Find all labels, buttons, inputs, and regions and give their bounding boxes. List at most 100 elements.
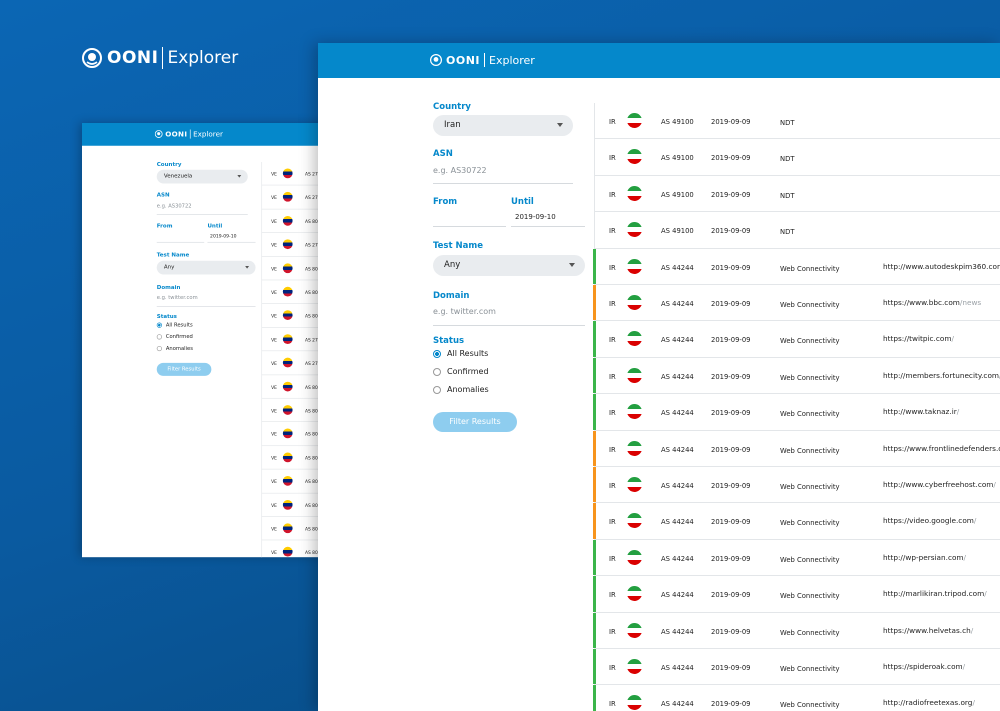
url: http://marlikiran.tripod.com/ <box>883 589 987 598</box>
flag <box>282 192 293 202</box>
asn: AS 27717 <box>304 171 327 177</box>
test-name: Web Connectivity <box>780 555 840 564</box>
result-row[interactable]: IR AS 44244 2019-09-09 Web Connectivity http… <box>593 394 1000 431</box>
result-row[interactable]: IR AS 44244 2019-09-09 Web Connectivity http… <box>593 685 1000 711</box>
country-label: Country <box>156 161 182 168</box>
header-logo[interactable]: OONI Explorer <box>430 53 535 67</box>
status-bar <box>593 539 596 576</box>
test-name: Web Connectivity <box>780 264 840 273</box>
result-row[interactable]: IR AS 44244 2019-09-09 Web Connectivity http… <box>593 285 1000 322</box>
status-option[interactable]: All Results <box>156 322 193 328</box>
result-row[interactable]: IR AS 44244 2019-09-09 Web Connectivity http… <box>593 430 1000 467</box>
result-row[interactable]: IR AS 44244 2019-09-09 Web Connectivity http… <box>593 321 1000 358</box>
country-label: Country <box>433 102 471 112</box>
country-code: VE <box>271 313 277 319</box>
result-row[interactable]: IR AS 49100 2019-09-09 NDT <box>594 103 1000 140</box>
url: http://www.taknaz.ir/ <box>883 407 959 416</box>
asn-input[interactable]: e.g. AS30722 <box>433 166 487 175</box>
test-name: Web Connectivity <box>780 665 840 673</box>
test-name-select[interactable]: Any <box>433 255 585 276</box>
flag <box>282 215 293 226</box>
flag <box>282 428 293 439</box>
until-input[interactable]: 2019-09-10 <box>515 213 556 221</box>
flag <box>282 547 293 557</box>
status-option[interactable]: Anomalies <box>433 385 489 394</box>
asn: AS 8048 <box>304 455 324 461</box>
result-row[interactable]: IR AS 44244 2019-09-09 Web Connectivity http… <box>593 503 1000 540</box>
flag <box>627 404 642 420</box>
country-code: VE <box>271 290 277 296</box>
asn: AS 8048 <box>304 266 324 272</box>
result-row[interactable]: IR AS 49100 2019-09-09 NDT <box>594 175 1000 213</box>
test-name-label: Test Name <box>433 241 483 251</box>
brand-logo[interactable]: OONI Explorer <box>82 47 238 69</box>
asn-underline <box>156 214 248 215</box>
from-underline <box>156 241 205 243</box>
result-row[interactable]: IR AS 44244 2019-09-09 Web Connectivity http… <box>593 612 1000 649</box>
country-select[interactable]: Iran <box>433 115 573 136</box>
date: 2019-09-09 <box>711 372 751 381</box>
result-row[interactable]: IR AS 44244 2019-09-09 Web Connectivity http… <box>593 649 1000 686</box>
test-name: Web Connectivity <box>780 519 840 528</box>
result-row[interactable]: IR AS 44244 2019-09-09 Web Connectivity http… <box>593 467 1000 504</box>
url-host: https://www.frontlinedefenders.or... <box>883 443 1000 453</box>
result-row[interactable]: IR AS 49100 2019-09-09 NDT <box>594 212 1000 249</box>
result-row[interactable]: VE AS 8048 <box>261 540 525 558</box>
flag <box>627 477 642 492</box>
flag <box>282 499 293 510</box>
flag <box>282 452 293 463</box>
asn: AS 49100 <box>661 154 694 163</box>
date: 2019-09-09 <box>711 445 751 454</box>
asn: AS 27717 <box>304 337 327 343</box>
test-name: Web Connectivity <box>780 628 840 637</box>
filter-button[interactable]: Filter Results <box>156 362 212 376</box>
status-bar <box>593 321 596 357</box>
result-row[interactable]: IR AS 44244 2019-09-09 Web Connectivity http… <box>593 248 1000 285</box>
url-path: / <box>963 552 967 562</box>
until-input[interactable]: 2019-09-10 <box>210 233 237 239</box>
result-row[interactable]: IR AS 44244 2019-09-09 Web Connectivity http… <box>593 357 1000 395</box>
status-bar <box>593 649 596 685</box>
url: http://members.fortunecity.com/ <box>883 371 1000 380</box>
country-select[interactable]: Venezuela <box>156 169 248 184</box>
date: 2019-09-09 <box>711 154 751 163</box>
country-code: IR <box>609 336 616 345</box>
status-bar <box>593 394 596 430</box>
status-option[interactable]: Confirmed <box>156 334 193 339</box>
test-name-select[interactable]: Any <box>156 260 256 275</box>
url-host: http://radiofreetexas.org <box>883 698 973 708</box>
date: 2019-09-09 <box>711 700 751 709</box>
header-logo[interactable]: OONI Explorer <box>154 129 223 139</box>
asn-input[interactable]: e.g. AS30722 <box>156 202 192 209</box>
domain-input[interactable]: e.g. twitter.com <box>433 307 496 316</box>
url-path: / <box>951 334 954 344</box>
test-name: NDT <box>780 155 795 164</box>
status-bar <box>593 285 596 321</box>
status-option-text: Anomalies <box>447 385 489 394</box>
result-row[interactable]: IR AS 49100 2019-09-09 NDT <box>594 139 1000 176</box>
flag <box>627 586 642 602</box>
country-code: IR <box>609 518 616 527</box>
country-code: IR <box>609 154 616 163</box>
until-underline <box>511 226 585 227</box>
status-option[interactable]: Confirmed <box>433 367 489 376</box>
until-label: Until <box>511 197 534 207</box>
status-option-text: All Results <box>447 349 489 358</box>
country-code: IR <box>609 700 616 709</box>
status-option[interactable]: Anomalies <box>156 345 193 351</box>
domain-input[interactable]: e.g. twitter.com <box>156 294 198 301</box>
status-bar <box>593 357 596 394</box>
result-row[interactable]: IR AS 44244 2019-09-09 Web Connectivity http… <box>593 576 1000 613</box>
test-name: Web Connectivity <box>780 410 840 419</box>
country-code: VE <box>271 432 277 438</box>
flag <box>627 622 642 638</box>
from-label: From <box>156 223 173 230</box>
url: https://video.google.com/ <box>883 516 976 525</box>
url-path: / <box>993 480 996 489</box>
url-host: http://www.taknaz.ir <box>883 407 957 417</box>
filter-button[interactable]: Filter Results <box>433 412 517 432</box>
asn: AS 8048 <box>304 313 324 319</box>
status-option[interactable]: All Results <box>433 349 488 358</box>
flag <box>627 440 642 456</box>
result-row[interactable]: IR AS 44244 2019-09-09 Web Connectivity http… <box>593 539 1000 577</box>
